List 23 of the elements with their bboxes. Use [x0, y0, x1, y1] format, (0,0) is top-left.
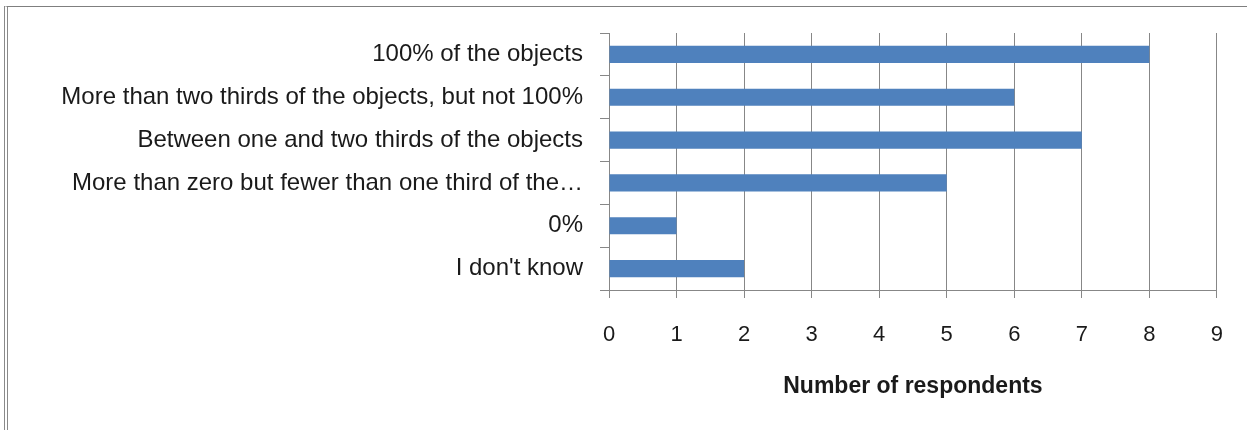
x-tick-label: 2	[737, 321, 751, 347]
y-tick-label: Between one and two thirds of the objects	[137, 124, 583, 152]
x-tick-label: 1	[670, 321, 683, 347]
x-tick-label: 9	[1210, 321, 1224, 347]
x-tick-label: 6	[1008, 321, 1021, 347]
bar	[609, 217, 677, 235]
y-tick-label: More than two thirds of the objects, but not 100%	[61, 81, 583, 109]
x-axis-title: Number of respondents	[783, 371, 1043, 398]
bar	[609, 131, 1082, 149]
x-tick-label: 3	[805, 321, 818, 347]
x-tick-label: 7	[1075, 321, 1088, 347]
x-tick-label: 4	[873, 321, 886, 347]
bar	[609, 174, 947, 192]
y-tick-label: I don't know	[455, 253, 584, 281]
bar	[609, 45, 1150, 63]
y-tick-label: 0%	[548, 210, 583, 238]
x-tick-label: 0	[602, 321, 616, 347]
x-tick-label: 5	[940, 321, 953, 347]
y-tick-label: More than zero but fewer than one third of the…	[72, 167, 583, 195]
bar	[609, 260, 745, 278]
y-tick-label: 100% of the objects	[372, 39, 583, 67]
bar	[609, 88, 1015, 106]
x-tick-label: 8	[1143, 321, 1156, 347]
